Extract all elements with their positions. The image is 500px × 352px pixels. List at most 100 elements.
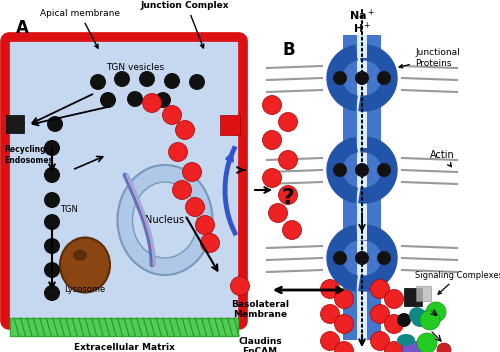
Circle shape bbox=[426, 302, 446, 322]
Circle shape bbox=[333, 71, 347, 85]
Circle shape bbox=[200, 233, 220, 252]
Circle shape bbox=[278, 186, 297, 205]
Circle shape bbox=[355, 251, 369, 265]
Circle shape bbox=[377, 71, 391, 85]
Circle shape bbox=[44, 214, 60, 230]
Circle shape bbox=[44, 167, 60, 183]
Circle shape bbox=[100, 92, 116, 108]
Text: A: A bbox=[16, 19, 28, 37]
Circle shape bbox=[164, 73, 180, 89]
Circle shape bbox=[370, 304, 390, 323]
Circle shape bbox=[262, 131, 281, 150]
Text: B: B bbox=[282, 41, 294, 59]
Bar bbox=[220, 115, 240, 135]
Polygon shape bbox=[359, 137, 397, 203]
Ellipse shape bbox=[73, 250, 87, 260]
Bar bbox=[416, 286, 431, 301]
Circle shape bbox=[333, 251, 347, 265]
Bar bbox=[343, 292, 381, 340]
FancyBboxPatch shape bbox=[5, 37, 243, 325]
Circle shape bbox=[384, 289, 404, 308]
Text: H$^+$: H$^+$ bbox=[352, 20, 372, 36]
Circle shape bbox=[377, 251, 391, 265]
Circle shape bbox=[230, 277, 250, 295]
Circle shape bbox=[44, 140, 60, 156]
Text: Nucleus: Nucleus bbox=[146, 215, 184, 225]
Bar bbox=[357, 35, 367, 340]
Circle shape bbox=[155, 92, 171, 108]
Circle shape bbox=[162, 106, 182, 125]
Circle shape bbox=[278, 113, 297, 132]
Circle shape bbox=[268, 203, 287, 222]
Circle shape bbox=[370, 279, 390, 298]
Circle shape bbox=[262, 95, 281, 114]
Text: TGN: TGN bbox=[60, 206, 78, 214]
Circle shape bbox=[44, 285, 60, 301]
Circle shape bbox=[44, 192, 60, 208]
Circle shape bbox=[44, 262, 60, 278]
Circle shape bbox=[282, 220, 302, 239]
Bar bbox=[357, 118, 367, 148]
Circle shape bbox=[186, 197, 204, 216]
Bar bbox=[343, 35, 381, 58]
Circle shape bbox=[182, 163, 202, 182]
Text: Recycling
Endosomes: Recycling Endosomes bbox=[4, 145, 53, 165]
Circle shape bbox=[420, 310, 440, 330]
Polygon shape bbox=[327, 225, 357, 291]
Text: Signaling Complexes: Signaling Complexes bbox=[415, 270, 500, 294]
Bar bbox=[357, 208, 367, 240]
Polygon shape bbox=[327, 137, 357, 203]
Circle shape bbox=[172, 181, 192, 200]
Polygon shape bbox=[327, 45, 357, 111]
Circle shape bbox=[411, 309, 429, 327]
Text: ?: ? bbox=[282, 188, 294, 208]
Circle shape bbox=[127, 91, 143, 107]
Bar bbox=[367, 35, 381, 340]
Bar bbox=[343, 118, 381, 148]
Bar bbox=[10, 318, 238, 336]
Circle shape bbox=[409, 307, 425, 323]
Circle shape bbox=[320, 332, 340, 351]
Circle shape bbox=[44, 238, 60, 254]
Circle shape bbox=[397, 313, 411, 327]
Circle shape bbox=[417, 333, 437, 352]
Polygon shape bbox=[359, 225, 397, 291]
Text: Actin: Actin bbox=[430, 150, 455, 167]
Text: Claudins
EpCAM
?: Claudins EpCAM ? bbox=[238, 337, 282, 352]
Bar bbox=[6, 115, 24, 133]
Circle shape bbox=[334, 341, 353, 352]
Text: Basolateral
Membrane: Basolateral Membrane bbox=[231, 300, 289, 319]
Ellipse shape bbox=[118, 165, 212, 275]
Ellipse shape bbox=[60, 238, 110, 293]
Text: Extracellular Matrix: Extracellular Matrix bbox=[74, 342, 174, 352]
Circle shape bbox=[176, 120, 195, 139]
Circle shape bbox=[384, 341, 404, 352]
Circle shape bbox=[196, 215, 214, 234]
Circle shape bbox=[384, 314, 404, 333]
Circle shape bbox=[47, 116, 63, 132]
Bar bbox=[402, 341, 420, 352]
Bar bbox=[343, 208, 381, 240]
Circle shape bbox=[333, 163, 347, 177]
Text: Apical Tight
Junction Complex: Apical Tight Junction Complex bbox=[141, 0, 229, 48]
Polygon shape bbox=[359, 45, 397, 111]
Circle shape bbox=[168, 143, 188, 162]
Circle shape bbox=[142, 94, 162, 113]
Circle shape bbox=[320, 279, 340, 298]
Ellipse shape bbox=[132, 182, 198, 258]
Circle shape bbox=[189, 74, 205, 90]
Text: Apical membrane: Apical membrane bbox=[40, 9, 120, 48]
Circle shape bbox=[90, 74, 106, 90]
Circle shape bbox=[370, 332, 390, 351]
Bar bbox=[357, 35, 367, 58]
Circle shape bbox=[377, 163, 391, 177]
Bar bbox=[343, 35, 357, 340]
Circle shape bbox=[334, 289, 353, 308]
Bar bbox=[357, 292, 367, 340]
Text: Lysosome: Lysosome bbox=[64, 285, 106, 294]
Circle shape bbox=[114, 71, 130, 87]
Circle shape bbox=[334, 314, 353, 333]
Text: Junctional
Proteins: Junctional Proteins bbox=[399, 48, 460, 68]
Circle shape bbox=[437, 343, 451, 352]
Circle shape bbox=[139, 71, 155, 87]
